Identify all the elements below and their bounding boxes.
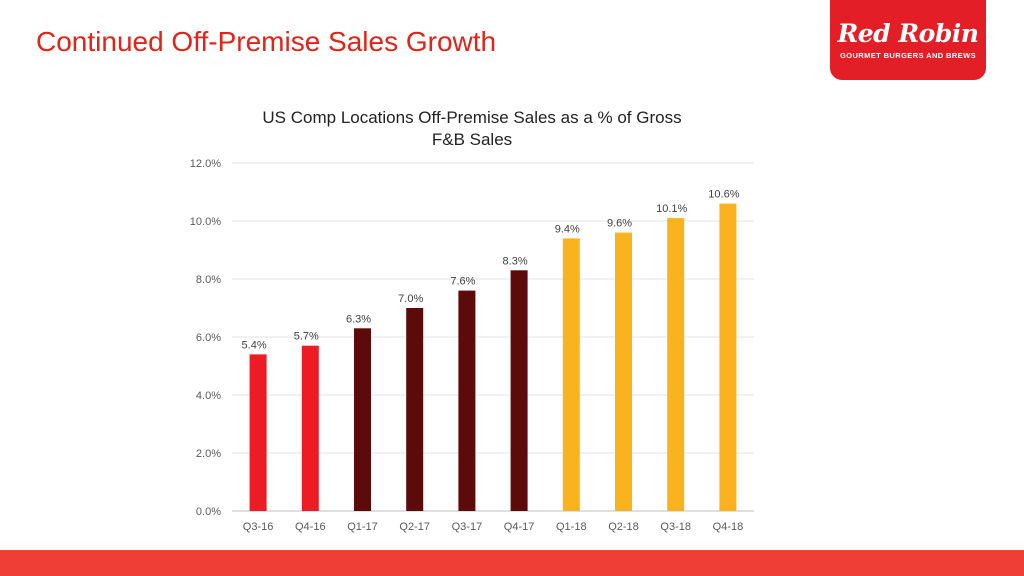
x-tick-label: Q3-16 bbox=[243, 521, 274, 533]
data-labels: 5.4% 5.7% 6.3% 7.0% 7.6% 8.3% 9.4% 9.6% 10.1% 10.… bbox=[242, 189, 740, 352]
bars bbox=[249, 203, 737, 511]
bar bbox=[719, 203, 737, 511]
x-tick-label: Q3-18 bbox=[660, 521, 691, 533]
chart-title-line-2: F&B Sales bbox=[432, 130, 512, 149]
data-label: 9.6% bbox=[607, 218, 632, 230]
bar bbox=[667, 218, 685, 511]
y-tick-label: 2.0% bbox=[196, 448, 221, 460]
y-axis-ticks: 0.0% 2.0% 4.0% 6.0% 8.0% 10.0% 12.0% bbox=[190, 158, 221, 518]
red-robin-logo: Red Robin GOURMET BURGERS AND BREWS bbox=[830, 0, 986, 80]
x-tick-label: Q1-17 bbox=[347, 521, 378, 533]
y-tick-label: 0.0% bbox=[196, 506, 221, 518]
data-label: 10.6% bbox=[708, 189, 739, 201]
chart-title-line-1: US Comp Locations Off-Premise Sales as a… bbox=[262, 108, 681, 127]
bar bbox=[301, 345, 319, 511]
bar bbox=[406, 308, 424, 511]
x-tick-label: Q4-16 bbox=[295, 521, 326, 533]
data-label: 6.3% bbox=[346, 313, 371, 325]
x-tick-label: Q4-18 bbox=[713, 521, 744, 533]
y-tick-label: 4.0% bbox=[196, 390, 221, 402]
bar bbox=[562, 238, 580, 511]
bar bbox=[249, 354, 267, 511]
data-label: 9.4% bbox=[555, 223, 580, 235]
x-tick-label: Q3-17 bbox=[452, 521, 483, 533]
gridlines bbox=[232, 162, 754, 512]
y-tick-label: 6.0% bbox=[196, 332, 221, 344]
data-label: 7.0% bbox=[398, 293, 423, 305]
bar bbox=[458, 290, 476, 511]
off-premise-sales-chart: US Comp Locations Off-Premise Sales as a… bbox=[190, 108, 754, 533]
logo-wordmark: Red Robin bbox=[837, 18, 979, 48]
bar bbox=[615, 232, 632, 511]
x-tick-label: Q2-17 bbox=[399, 521, 430, 533]
data-label: 7.6% bbox=[450, 276, 475, 288]
x-tick-label: Q4-17 bbox=[504, 521, 535, 533]
data-label: 8.3% bbox=[503, 255, 528, 267]
data-label: 5.7% bbox=[294, 331, 319, 343]
y-tick-label: 8.0% bbox=[196, 274, 221, 286]
data-label: 10.1% bbox=[656, 203, 687, 215]
slide-title: Continued Off-Premise Sales Growth bbox=[36, 26, 497, 57]
footer-bar bbox=[0, 550, 1024, 576]
x-axis-ticks: Q3-16 Q4-16 Q1-17 Q2-17 Q3-17 Q4-17 Q1-18 Q2-18… bbox=[243, 521, 743, 533]
bar bbox=[354, 328, 371, 511]
y-tick-label: 10.0% bbox=[190, 216, 221, 228]
y-tick-label: 12.0% bbox=[190, 158, 221, 170]
x-tick-label: Q2-18 bbox=[608, 521, 639, 533]
data-label: 5.4% bbox=[242, 339, 267, 351]
x-tick-label: Q1-18 bbox=[556, 521, 587, 533]
logo-tagline: GOURMET BURGERS AND BREWS bbox=[840, 50, 976, 60]
bar bbox=[510, 270, 528, 511]
